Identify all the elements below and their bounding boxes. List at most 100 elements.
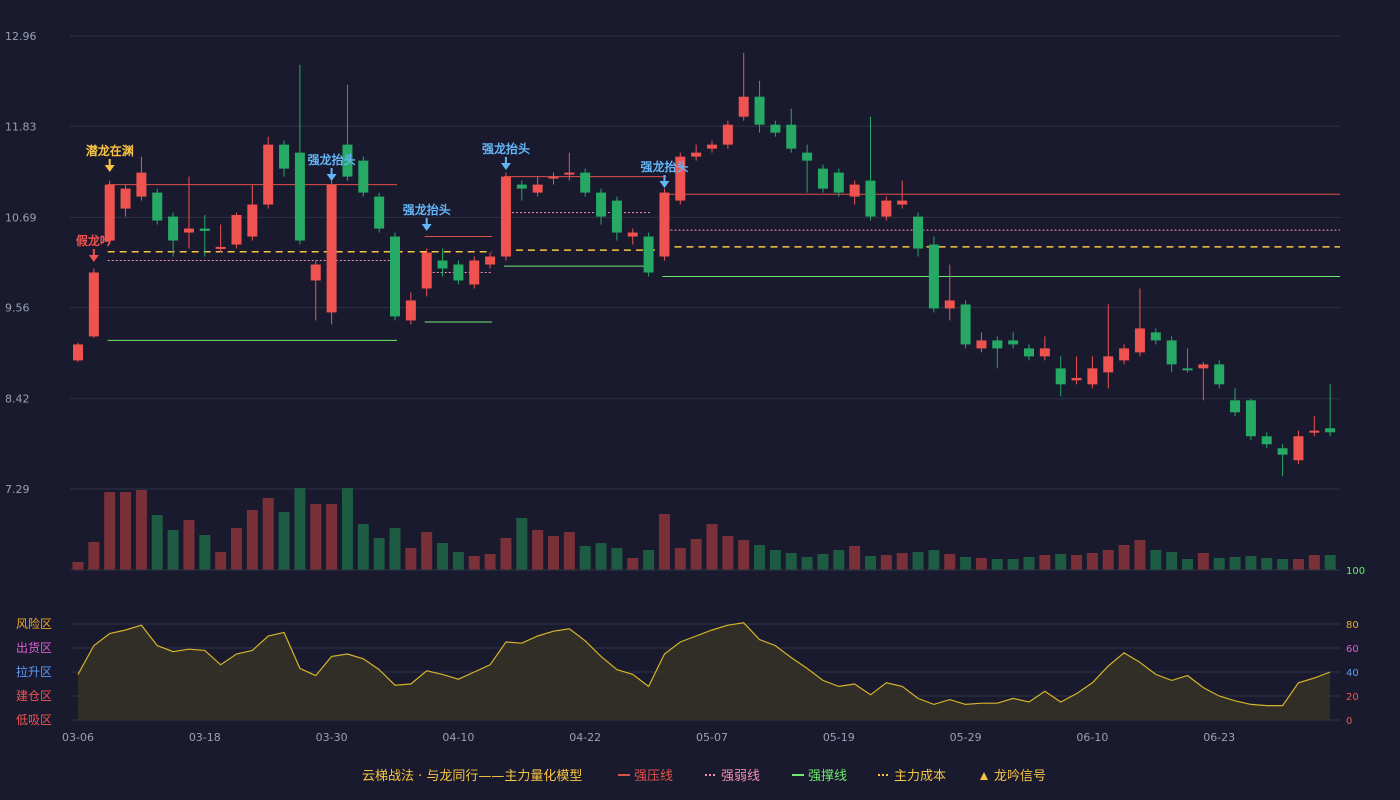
candle-body [88, 272, 99, 337]
candle-body [802, 152, 813, 161]
indicator-area [78, 622, 1331, 720]
candle-body [104, 184, 115, 241]
price-tick-label: 10.69 [5, 211, 37, 224]
signal-arrow-icon [326, 174, 337, 181]
candle-body [1134, 328, 1145, 353]
candle-body [976, 340, 987, 349]
volume-bar [912, 552, 924, 570]
volume-bar [500, 538, 512, 570]
volume-bar [658, 514, 670, 570]
candle-body [358, 160, 369, 193]
volume-bar [960, 557, 972, 570]
volume-bar [72, 562, 84, 570]
price-grid [70, 35, 1340, 490]
volume-bar [1261, 558, 1273, 570]
volume-bar [928, 550, 940, 570]
signal-label: 强龙抬头 [308, 152, 356, 167]
volume-bar [294, 488, 306, 570]
volume-bar [1118, 545, 1130, 570]
volume-bar [532, 530, 544, 570]
candle-body [485, 256, 496, 265]
volume-bar [326, 504, 338, 570]
candle-body [1245, 400, 1256, 437]
signal-label: 假龙吟 [76, 233, 112, 248]
volume-bar [1071, 555, 1083, 570]
date-tick-label: 06-10 [1076, 731, 1108, 744]
price-tick-label: 8.42 [5, 393, 30, 406]
date-tick-label: 05-29 [950, 731, 982, 744]
signal-arrow-icon [88, 255, 99, 262]
candle-body [580, 172, 591, 193]
candle-body [326, 184, 337, 313]
candle-body [183, 228, 194, 233]
volume-bar [341, 488, 353, 570]
volume-bar [120, 492, 132, 570]
candle-body [1119, 348, 1130, 361]
signal-label: 潜龙在渊 [86, 143, 134, 158]
volume-bar [1277, 559, 1289, 570]
candle-body [453, 264, 464, 281]
price-axis: 12.96 11.83 10.69 9.56 8.42 7.29 [5, 30, 37, 496]
candle-body [247, 204, 258, 237]
indicator-tick-label: 80 [1346, 620, 1359, 631]
candle-body [675, 156, 686, 201]
volume-bar [991, 559, 1003, 570]
candle-body [1182, 368, 1193, 371]
volume-bar [167, 530, 179, 570]
candle-body [596, 192, 607, 217]
candle-body [168, 216, 179, 241]
volume-bar [389, 528, 401, 570]
volume-bar [1308, 555, 1320, 570]
volume-bar [1102, 550, 1114, 570]
volume-bar [817, 554, 829, 570]
indicator-tick-label: 0 [1346, 716, 1352, 727]
volume-bar [1324, 555, 1336, 570]
candle-body [1230, 400, 1241, 413]
candle-body [215, 246, 226, 249]
volume-bar [865, 556, 876, 570]
volume-bar [1134, 540, 1146, 570]
candle-body [120, 188, 131, 209]
candle-body [73, 344, 83, 361]
candle-body [928, 244, 939, 309]
candle-body [374, 196, 385, 229]
legend-title: 云梯战法 · 与龙同行——主力量化模型 [362, 769, 582, 784]
candle-body [817, 168, 828, 189]
volume-bar [1197, 553, 1209, 570]
volume-bar [1213, 558, 1225, 570]
volume-bar [215, 552, 227, 570]
signal-arrow-icon [421, 224, 432, 231]
candle-body [1008, 340, 1019, 345]
candle-body [833, 172, 844, 193]
volume-bar [199, 535, 211, 570]
volume-bar [833, 550, 845, 570]
candle-body [342, 144, 353, 177]
legend-signal-icon [980, 772, 988, 780]
volume-bar [548, 536, 559, 570]
signal-arrow-icon [659, 181, 670, 188]
candle-body [516, 184, 527, 189]
price-tick-label: 7.29 [5, 483, 30, 496]
zone-label: 出货区 [16, 640, 52, 655]
legend-item-label: 龙吟信号 [994, 768, 1046, 784]
date-tick-label: 03-18 [189, 731, 221, 744]
volume-bar [674, 548, 686, 570]
volume-bar [231, 528, 242, 570]
candle-body [1309, 430, 1320, 433]
date-axis: 03-06 03-18 03-30 04-10 04-22 05-07 05-19 05-29… [62, 731, 1235, 744]
candle-body [1087, 368, 1098, 385]
volume-bar [262, 498, 274, 570]
candle-body [754, 96, 765, 125]
zone-label: 风险区 [16, 616, 52, 631]
date-tick-label: 03-06 [62, 731, 94, 744]
candle-body [707, 144, 717, 149]
date-tick-label: 05-19 [823, 731, 855, 744]
volume-bar [643, 550, 655, 570]
candle-body [421, 252, 432, 289]
volume-bar [357, 524, 369, 570]
candles [73, 52, 1336, 477]
volume-bar [452, 552, 464, 570]
volume-bar [1245, 556, 1257, 570]
